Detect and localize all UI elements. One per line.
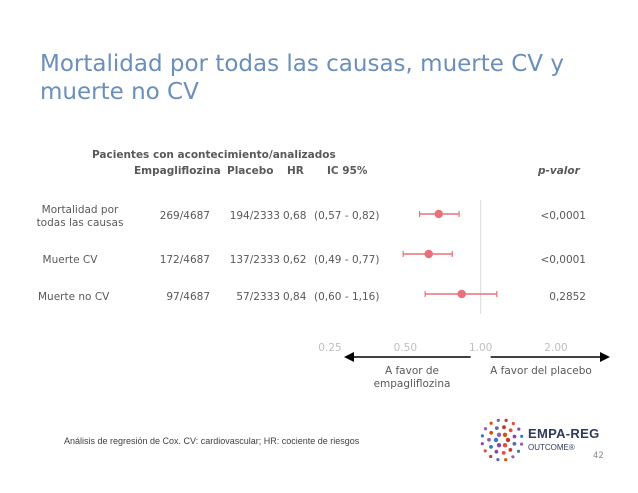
logo-dot <box>502 432 508 437</box>
logo-line2: OUTCOME® <box>528 443 575 452</box>
cell-placebo-non-cv-death: 57/2333 <box>236 291 280 303</box>
cell-hr-all-cause: 0,68 <box>283 210 307 222</box>
logo-dot <box>496 458 500 462</box>
logo-dot <box>505 437 511 443</box>
favor-empagliflozin-label: A favor de <box>385 365 439 377</box>
x-tick-label: 2.00 <box>544 342 567 354</box>
x-tick-label: 0.25 <box>318 342 341 354</box>
logo-dot <box>511 421 515 426</box>
col-header-ci: IC 95% <box>327 165 368 177</box>
empa-reg-logo: EMPA-REG OUTCOME® <box>480 412 599 468</box>
cell-p-all-cause: <0,0001 <box>540 210 586 222</box>
cell-ci-cv-death: (0,49 - 0,77) <box>314 254 380 266</box>
logo-dot <box>511 455 515 459</box>
logo-dot <box>496 443 502 448</box>
cell-p-cv-death: <0,0001 <box>540 254 586 266</box>
logo-dot <box>489 421 493 425</box>
logo-dot <box>502 425 506 430</box>
favor-empagliflozin-label: empagliflozina <box>374 378 451 390</box>
x-tick-label: 0.50 <box>394 342 417 354</box>
cell-empa-cv-death: 172/4687 <box>159 254 210 266</box>
logo-dot <box>517 427 521 431</box>
cell-empa-non-cv-death: 97/4687 <box>166 291 210 303</box>
logo-dot <box>512 441 517 446</box>
page-number: 42 <box>593 451 604 461</box>
logo-dot <box>480 442 484 446</box>
col-header-pvalue: p-valor <box>538 165 580 177</box>
col-header-hr: HR <box>287 165 304 177</box>
logo-dot <box>520 434 524 438</box>
logo-dot <box>508 428 513 433</box>
cell-hr-non-cv-death: 0,84 <box>283 291 307 303</box>
logo-dot <box>489 454 493 459</box>
favor-placebo-label: A favor del placebo <box>490 365 592 377</box>
logo-dot <box>504 418 508 422</box>
slide-title: Mortalidad por todas las causas, muerte … <box>40 51 564 105</box>
logo-dot <box>480 434 484 438</box>
logo-dot <box>504 458 508 462</box>
logo-dot <box>502 443 508 448</box>
logo-dot <box>489 430 494 435</box>
cell-ci-non-cv-death: (0,60 - 1,16) <box>314 291 380 303</box>
logo-dot <box>494 426 499 430</box>
cell-ci-all-cause: (0,57 - 0,82) <box>314 210 380 222</box>
col-header-empagliflozin: Empagliflozina <box>134 165 221 177</box>
logo-dot <box>496 418 500 422</box>
hr-point <box>424 249 433 259</box>
hr-point <box>434 209 443 219</box>
logo-dot <box>494 449 499 454</box>
col-header-placebo: Placebo <box>227 165 274 177</box>
logo-dots-icon <box>480 418 524 462</box>
row-label-non-cv-death: Muerte no CV <box>38 291 110 303</box>
logo-dot <box>501 451 506 455</box>
logo-dot <box>493 437 499 443</box>
row-label-all-cause: Mortalidad por todas las causas <box>36 204 124 229</box>
favor-right-arrowhead <box>600 352 610 362</box>
logo-dot <box>520 442 524 446</box>
cell-hr-cv-death: 0,62 <box>283 254 307 266</box>
logo-dot <box>512 434 517 439</box>
row-label-cv-death: Muerte CV <box>42 254 98 266</box>
cell-empa-all-cause: 269/4687 <box>159 210 210 222</box>
cell-placebo-all-cause: 194/2333 <box>229 210 280 222</box>
patients-group-header: Pacientes con acontecimiento/analizados <box>92 149 336 161</box>
logo-dot <box>508 448 513 452</box>
footnote: Análisis de regresión de Cox. CV: cardio… <box>64 436 360 446</box>
cell-p-non-cv-death: 0,2852 <box>549 291 586 303</box>
hr-point <box>457 289 466 299</box>
logo-dot <box>483 449 487 453</box>
cell-placebo-cv-death: 137/2333 <box>229 254 280 266</box>
favor-left-arrowhead <box>344 352 354 362</box>
logo-dot <box>487 437 491 442</box>
logo-dot <box>489 445 493 449</box>
logo-dot <box>516 449 521 453</box>
logo-dot <box>496 432 502 437</box>
x-tick-label: 1.00 <box>469 342 492 354</box>
logo-dot <box>483 427 488 431</box>
logo-line1: EMPA-REG <box>528 426 600 441</box>
